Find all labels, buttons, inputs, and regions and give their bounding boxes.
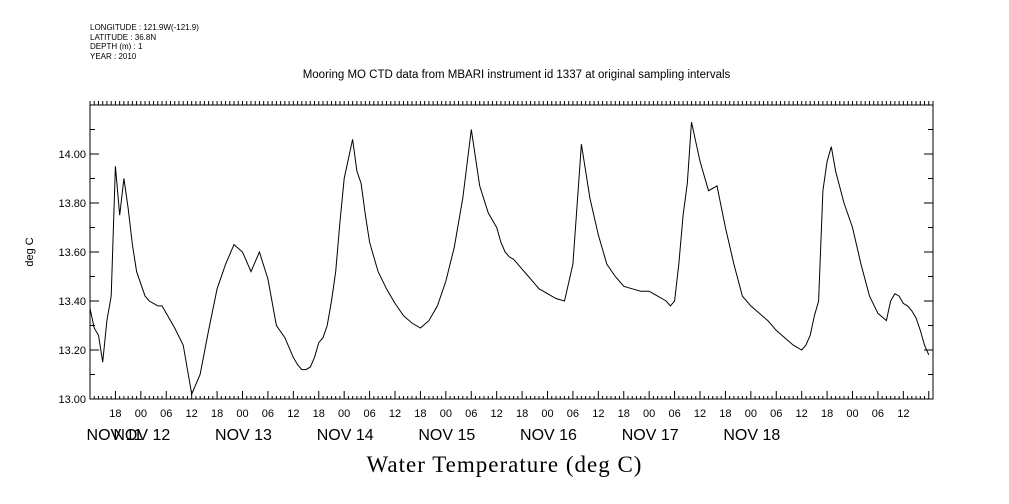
x-tick-label: 18 bbox=[516, 408, 528, 420]
y-tick-label: 13.20 bbox=[58, 345, 86, 357]
plot-frame bbox=[89, 104, 934, 400]
x-tick-label: 00 bbox=[541, 408, 553, 420]
x-tick-label: 06 bbox=[160, 408, 172, 420]
x-tick-label: 00 bbox=[236, 408, 248, 420]
x-tick-label: 18 bbox=[211, 408, 223, 420]
bottom-title: Water Temperature (deg C) bbox=[366, 452, 643, 477]
y-tick-label: 14.00 bbox=[58, 149, 86, 161]
x-tick-label: 12 bbox=[796, 408, 808, 420]
y-tick-label: 13.00 bbox=[58, 394, 86, 406]
y-tick-label: 13.60 bbox=[58, 247, 86, 259]
x-tick-label: 06 bbox=[567, 408, 579, 420]
x-tick-label: 18 bbox=[414, 408, 426, 420]
x-day-label: NOV 13 bbox=[215, 427, 272, 444]
x-tick-label: 06 bbox=[770, 408, 782, 420]
x-tick-label: 00 bbox=[135, 408, 147, 420]
x-tick-label: 00 bbox=[643, 408, 655, 420]
x-tick-label: 12 bbox=[186, 408, 198, 420]
y-tick-label: 13.80 bbox=[58, 198, 86, 210]
chart-title: Mooring MO CTD data from MBARI instrumen… bbox=[302, 69, 731, 81]
x-tick-label: 18 bbox=[109, 408, 121, 420]
x-tick-label: 06 bbox=[872, 408, 884, 420]
depth-label: DEPTH (m) : 1 bbox=[90, 42, 143, 51]
x-tick-label: 12 bbox=[491, 408, 503, 420]
x-day-label: NOV 17 bbox=[622, 427, 679, 444]
top-minor-ticks bbox=[89, 101, 934, 105]
x-tick-label: 06 bbox=[668, 408, 680, 420]
x-tick-label: 18 bbox=[313, 408, 325, 420]
x-tick-label: 06 bbox=[465, 408, 477, 420]
longitude-label: LONGITUDE : 121.9W(-121.9) bbox=[90, 23, 199, 32]
y-axis: 13.00 13.20 13.40 13.60 13.80 14.00 bbox=[58, 104, 933, 406]
x-tick-label: 12 bbox=[287, 408, 299, 420]
x-tick-label: 00 bbox=[745, 408, 757, 420]
x-tick-label: 00 bbox=[338, 408, 350, 420]
x-tick-label: 12 bbox=[592, 408, 604, 420]
x-tick-label: 18 bbox=[821, 408, 833, 420]
x-tick-label: 12 bbox=[389, 408, 401, 420]
x-day-label: NOV 18 bbox=[723, 427, 780, 444]
temperature-series-line bbox=[89, 121, 930, 396]
x-day-label: NOV 16 bbox=[520, 427, 577, 444]
latitude-label: LATITUDE : 36.8N bbox=[90, 32, 157, 42]
x-axis: 18 00 06 12 18 00 06 12 18 00 06 12 18 00 06 12 18 00 06 12… bbox=[87, 391, 934, 444]
y-axis-label: deg C bbox=[24, 237, 36, 266]
y-tick-label: 13.40 bbox=[58, 296, 86, 308]
x-tick-label: 06 bbox=[262, 408, 274, 420]
x-tick-label: 18 bbox=[618, 408, 630, 420]
year-label: YEAR : 2010 bbox=[90, 51, 137, 61]
x-tick-label: 12 bbox=[897, 408, 909, 420]
x-tick-label: 00 bbox=[846, 408, 858, 420]
x-day-label: NOV 15 bbox=[418, 427, 475, 444]
x-tick-label: 18 bbox=[719, 408, 731, 420]
x-tick-label: 06 bbox=[363, 408, 375, 420]
x-day-label: NOV 14 bbox=[317, 427, 374, 444]
x-day-label: NOV 11 bbox=[87, 427, 143, 444]
metadata-block: LONGITUDE : 121.9W(-121.9) LATITUDE : 36… bbox=[90, 23, 199, 61]
x-tick-label: 00 bbox=[440, 408, 452, 420]
x-tick-label: 12 bbox=[694, 408, 706, 420]
x-day-label: NOV 12 bbox=[113, 427, 170, 444]
